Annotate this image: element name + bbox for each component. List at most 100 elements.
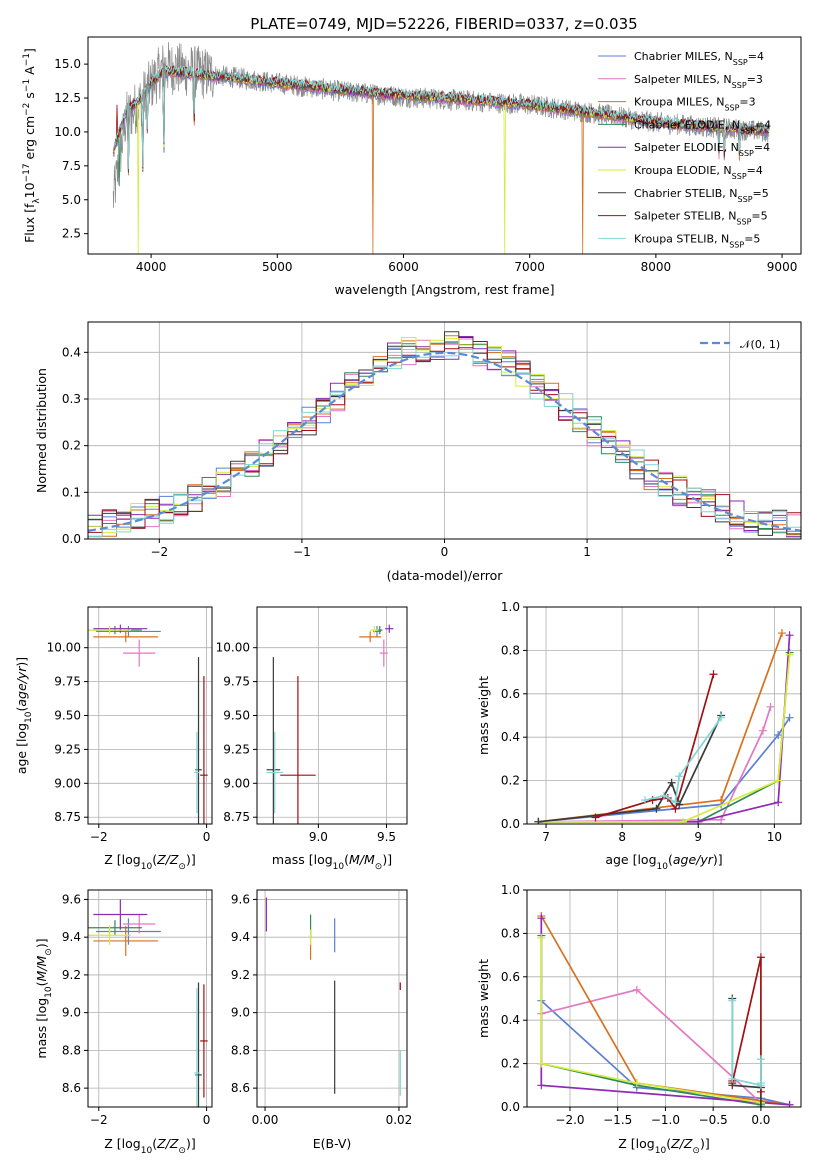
- y-axis-label: mass weight: [476, 676, 491, 755]
- y-axis-label: Normed distribution: [34, 368, 49, 493]
- label-part: Z/Z: [156, 1136, 179, 1151]
- series-line: [595, 674, 715, 819]
- label-part: s: [22, 92, 37, 103]
- x-axis-label: mass [log10(M/M⊙)]: [272, 852, 392, 872]
- plot-area: [266, 624, 394, 824]
- label-part: ]: [22, 48, 37, 53]
- label-part: )]: [14, 657, 29, 667]
- legend-entry: Chabrier MILES, NSSP=4: [634, 50, 764, 67]
- label-part: mass [log: [272, 852, 333, 867]
- legend-entry: Kroupa ELODIE, NSSP=4: [634, 164, 763, 181]
- legend-tail: =5: [753, 187, 769, 200]
- y-tick-label: 9.75: [223, 675, 250, 689]
- y-tick-label: 1.0: [501, 600, 520, 614]
- label-part: 10: [141, 862, 153, 872]
- y-tick-label: 8.75: [54, 810, 81, 824]
- y-tick-label: 10.00: [47, 641, 81, 655]
- series-marker: [537, 933, 546, 942]
- x-tick-label: 7: [542, 830, 550, 844]
- series-marker: [756, 1055, 765, 1064]
- y-axis-label: Flux [fλ10−17 erg cm−2 s−1 A−1]: [22, 48, 42, 243]
- axes-frame: [526, 606, 802, 825]
- panel-mass-vs-EBV: 0.00 0.02 8.6 8.8 9.0 9.2 9.4 9.6 E(B-V): [231, 889, 413, 1151]
- x-tick-label: −1: [293, 545, 311, 559]
- y-tick-label: 9.2: [231, 968, 250, 982]
- label-part: mass [log: [34, 998, 49, 1059]
- x-axis-label: Z [log10(Z/Z⊙)]: [104, 852, 195, 872]
- label-part: ⊙: [692, 1146, 700, 1156]
- y-tick-label: 0.2: [62, 439, 81, 453]
- legend-text: Salpeter ELODIE, N: [634, 141, 739, 154]
- x-tick-label: 4000: [136, 260, 167, 274]
- y-tick-label: 8.8: [231, 1043, 250, 1057]
- y-tick-label: 9.00: [223, 776, 250, 790]
- legend-sub: SSP: [732, 172, 747, 181]
- series-marker: [591, 813, 600, 822]
- series-marker: [785, 650, 794, 659]
- label-part: (: [34, 981, 49, 986]
- y-tick-label: 0.3: [62, 392, 81, 406]
- legend-entry: Kroupa MILES, NSSP=3: [634, 96, 756, 113]
- x-tick-label: −0.5: [699, 1113, 728, 1127]
- label-part: age [log: [605, 852, 656, 867]
- plot-area: [534, 629, 794, 824]
- y-tick-label: 9.4: [62, 930, 81, 944]
- x-tick-label: −1.5: [603, 1113, 632, 1127]
- label-part: 10: [141, 1146, 153, 1156]
- y-tick-label: 1.0: [501, 883, 520, 897]
- label-part: 10: [657, 862, 669, 872]
- legend-text: Chabrier ELODIE, N: [634, 118, 740, 131]
- series-marker: [537, 1059, 546, 1068]
- y-axis-label: mass [log10(M/M⊙)]: [34, 938, 54, 1058]
- label-part: A: [22, 66, 37, 79]
- legend-tail: =3: [747, 73, 763, 86]
- x-tick-label: 6000: [388, 260, 419, 274]
- legend-tail: =4: [748, 50, 764, 63]
- label-part: λ: [32, 198, 42, 204]
- x-tick-label: 10: [767, 830, 782, 844]
- legend-entry: 𝒩(0, 1): [740, 338, 780, 351]
- label-part: E(B-V): [313, 1136, 352, 1151]
- series-marker: [709, 670, 718, 679]
- label-part: 10: [44, 986, 54, 998]
- x-tick-label: 8000: [641, 260, 672, 274]
- series-marker: [785, 1100, 794, 1107]
- label-part: age [log: [14, 723, 29, 774]
- x-tick-label: 0.02: [386, 1113, 413, 1127]
- series-marker: [756, 953, 765, 962]
- label-part: )]: [713, 852, 723, 867]
- legend-tail: =4: [755, 118, 771, 131]
- y-tick-label: 0.2: [501, 774, 520, 788]
- label-part: )]: [186, 852, 196, 867]
- y-tick-label: 12.5: [54, 91, 81, 105]
- axes-frame: [526, 889, 802, 1108]
- x-axis-label: Z [log10(Z/Z⊙)]: [104, 1136, 195, 1156]
- legend-entry: Chabrier ELODIE, NSSP=4: [634, 118, 771, 135]
- series-marker: [774, 731, 783, 740]
- legend-sub: SSP: [740, 126, 755, 135]
- panel-age-vs-mass: 9.0 9.5 8.75 9.00 9.25 9.50 9.75 10.00 mass [log…: [216, 606, 408, 872]
- label-part: ⊙: [178, 862, 186, 872]
- x-tick-label: −2.0: [555, 1113, 584, 1127]
- model-spectrum-line: [112, 64, 770, 170]
- series-marker: [756, 1079, 765, 1088]
- histogram-line: [88, 331, 801, 536]
- y-tick-label: 0.0: [501, 817, 520, 831]
- label-part: (: [152, 852, 157, 867]
- y-tick-label: 9.2: [62, 968, 81, 982]
- series-marker: [777, 629, 786, 638]
- series-marker: [774, 776, 783, 785]
- x-tick-label: 0: [441, 545, 449, 559]
- x-axis-label: E(B-V): [313, 1136, 352, 1151]
- series-marker: [534, 817, 543, 824]
- legend-entry: Kroupa STELIB, NSSP=5: [634, 232, 760, 249]
- legend-tail: =4: [754, 141, 770, 154]
- label-part: age/yr: [673, 852, 714, 867]
- y-tick-label: 10.00: [216, 641, 250, 655]
- y-tick-label: 9.50: [54, 709, 81, 723]
- label-part: 10: [333, 862, 345, 872]
- x-tick-label: 0: [203, 1113, 211, 1127]
- legend-text: Chabrier STELIB, N: [634, 187, 738, 200]
- series-line: [540, 937, 762, 1104]
